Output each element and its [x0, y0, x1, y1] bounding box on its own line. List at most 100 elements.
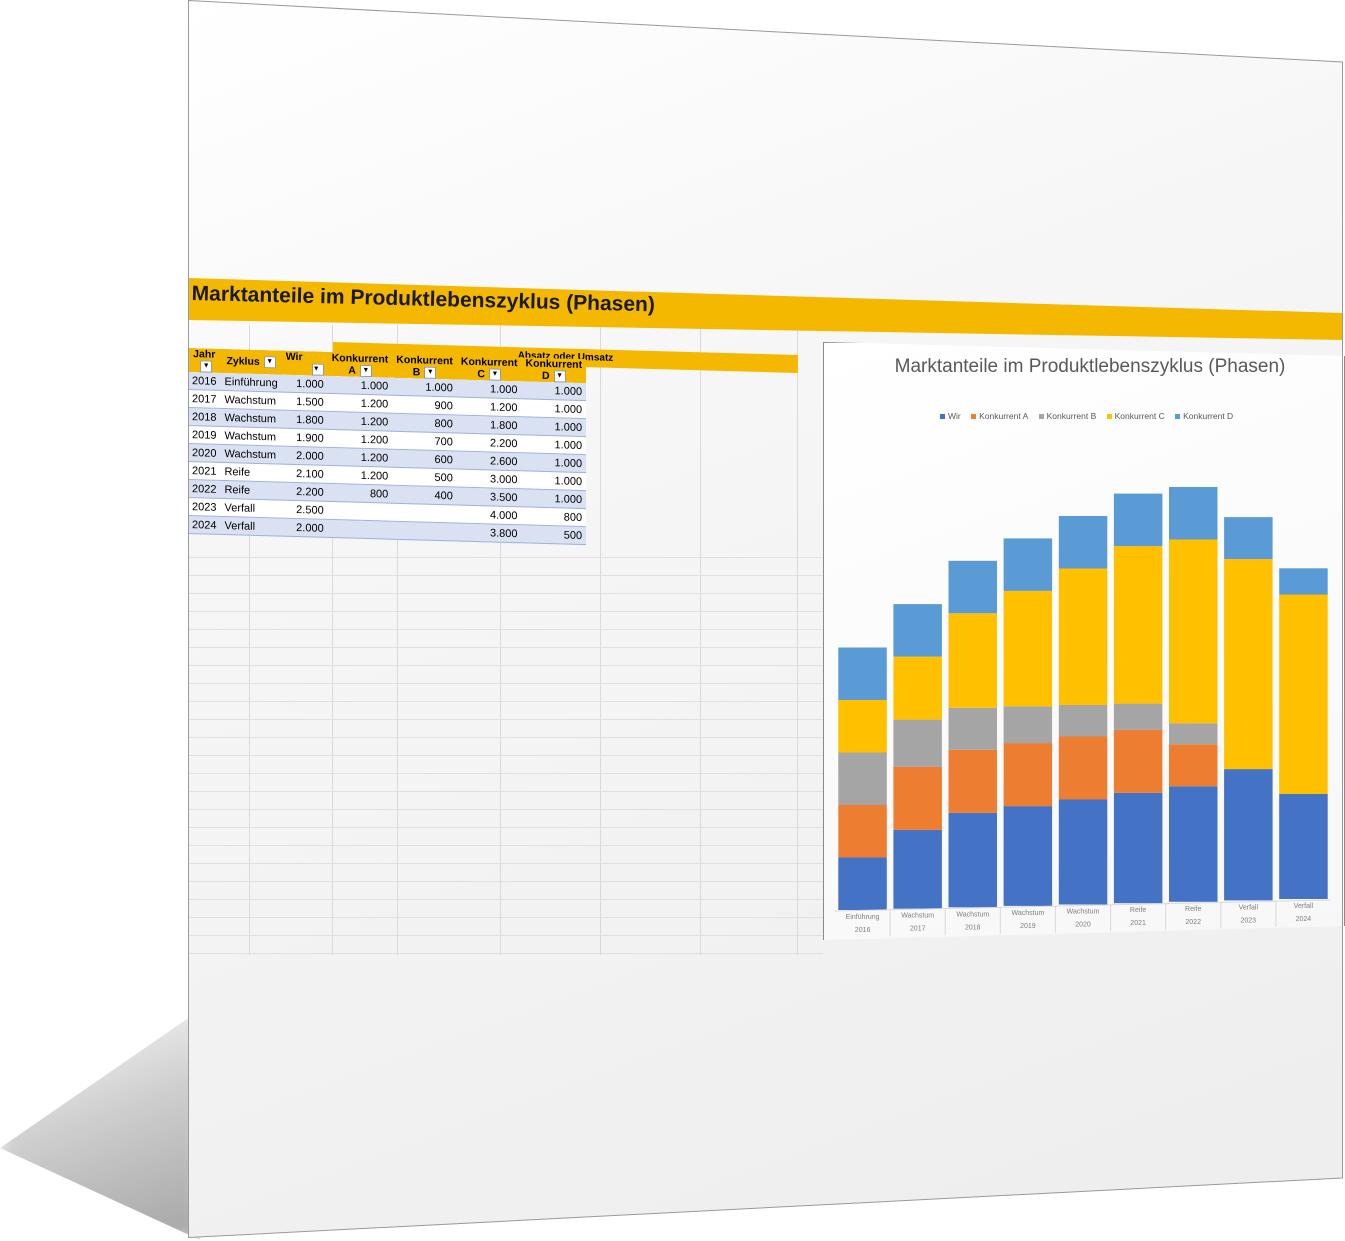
cell-konkurrent-d[interactable]: 1.000 — [521, 399, 587, 419]
bar-segment-konkurrent-c[interactable] — [948, 613, 998, 708]
bar-segment-konkurrent-d[interactable] — [1113, 493, 1163, 547]
cell-konkurrent-c[interactable]: 1.000 — [456, 379, 522, 400]
bar-segment-konkurrent-b[interactable] — [948, 707, 998, 750]
cell-konkurrent-c[interactable]: 3.000 — [456, 469, 522, 490]
bar-segment-konkurrent-d[interactable] — [948, 560, 998, 614]
bar-segment-konkurrent-c[interactable] — [1058, 568, 1108, 706]
cell-zyklus[interactable]: Wachstum — [220, 390, 282, 411]
cell-konkurrent-a[interactable]: 1.000 — [327, 376, 393, 396]
cell-zyklus[interactable]: Wachstum — [220, 426, 282, 447]
cell-jahr[interactable]: 2022 — [188, 479, 221, 499]
bar-segment-wir[interactable] — [838, 857, 887, 911]
column-header-konkurrent-b[interactable]: Konkurrent B ▼ — [392, 353, 457, 380]
bar-segment-konkurrent-c[interactable] — [838, 700, 887, 753]
bar-segment-konkurrent-b[interactable] — [893, 719, 942, 767]
cell-konkurrent-a[interactable]: 1.200 — [327, 393, 393, 414]
cell-konkurrent-d[interactable]: 1.000 — [521, 453, 587, 473]
bar-segment-konkurrent-c[interactable] — [1113, 546, 1163, 704]
bar-segment-konkurrent-a[interactable] — [1003, 743, 1053, 807]
cell-jahr[interactable]: 2019 — [188, 425, 221, 445]
cell-konkurrent-b[interactable]: 600 — [392, 449, 457, 470]
cell-konkurrent-a[interactable] — [327, 501, 393, 522]
cell-jahr[interactable]: 2020 — [188, 443, 221, 463]
bar-segment-konkurrent-c[interactable] — [1224, 559, 1273, 770]
cell-wir[interactable]: 1.000 — [281, 374, 328, 394]
bar-segment-konkurrent-c[interactable] — [1003, 590, 1053, 707]
column-header-konkurrent-c[interactable]: Konkurrent C ▼ — [456, 355, 522, 382]
cell-jahr[interactable]: 2023 — [188, 497, 221, 517]
bar-segment-wir[interactable] — [893, 829, 942, 909]
filter-dropdown-icon[interactable]: ▼ — [488, 368, 501, 381]
cell-konkurrent-d[interactable]: 1.000 — [521, 471, 587, 491]
cell-konkurrent-c[interactable]: 1.800 — [456, 415, 522, 436]
cell-konkurrent-a[interactable]: 800 — [327, 483, 393, 504]
bar-segment-konkurrent-b[interactable] — [1058, 705, 1108, 737]
cell-konkurrent-c[interactable]: 3.500 — [456, 487, 522, 508]
cell-zyklus[interactable]: Reife — [220, 462, 282, 483]
cell-wir[interactable]: 1.500 — [281, 392, 328, 412]
cell-wir[interactable]: 1.800 — [281, 410, 328, 430]
cell-konkurrent-b[interactable]: 700 — [392, 431, 457, 452]
bar-segment-konkurrent-c[interactable] — [893, 656, 942, 720]
cell-jahr[interactable]: 2024 — [188, 515, 221, 535]
bar-segment-konkurrent-d[interactable] — [1058, 516, 1108, 569]
cell-konkurrent-c[interactable]: 4.000 — [456, 505, 522, 526]
bar-segment-konkurrent-d[interactable] — [1279, 568, 1328, 595]
cell-zyklus[interactable]: Wachstum — [220, 444, 282, 465]
cell-konkurrent-b[interactable] — [392, 521, 457, 542]
bar-segment-konkurrent-d[interactable] — [1224, 517, 1273, 560]
bar-segment-konkurrent-a[interactable] — [1113, 729, 1163, 793]
cell-konkurrent-a[interactable]: 1.200 — [327, 411, 393, 432]
cell-zyklus[interactable]: Wachstum — [220, 408, 282, 429]
cell-konkurrent-d[interactable]: 1.000 — [521, 381, 587, 401]
cell-jahr[interactable]: 2017 — [188, 389, 221, 409]
bar-segment-konkurrent-d[interactable] — [1003, 538, 1053, 591]
cell-konkurrent-b[interactable]: 1.000 — [392, 377, 457, 398]
filter-dropdown-icon[interactable]: ▼ — [359, 365, 372, 378]
cell-wir[interactable]: 2.200 — [281, 482, 328, 502]
cell-wir[interactable]: 2.000 — [281, 446, 328, 466]
cell-zyklus[interactable]: Verfall — [220, 498, 282, 519]
cell-zyklus[interactable]: Verfall — [220, 516, 282, 537]
bar-segment-konkurrent-b[interactable] — [1003, 706, 1053, 744]
bar-segment-konkurrent-d[interactable] — [893, 604, 942, 657]
cell-zyklus[interactable]: Einführung — [220, 373, 282, 393]
bar-segment-wir[interactable] — [1279, 794, 1328, 899]
cell-konkurrent-b[interactable]: 400 — [392, 485, 457, 506]
bar-segment-wir[interactable] — [1169, 786, 1218, 902]
bar-segment-konkurrent-a[interactable] — [1058, 736, 1108, 800]
cell-konkurrent-b[interactable]: 500 — [392, 467, 457, 488]
cell-konkurrent-b[interactable]: 800 — [392, 413, 457, 434]
bar-segment-konkurrent-c[interactable] — [1279, 594, 1328, 795]
cell-konkurrent-a[interactable]: 1.200 — [327, 465, 393, 486]
cell-konkurrent-d[interactable]: 1.000 — [521, 435, 587, 455]
cell-konkurrent-d[interactable]: 500 — [521, 525, 587, 545]
bar-segment-konkurrent-a[interactable] — [1169, 744, 1218, 787]
bar-segment-konkurrent-b[interactable] — [1113, 703, 1163, 730]
cell-konkurrent-b[interactable]: 900 — [392, 395, 457, 416]
column-header-zyklus[interactable]: Zyklus ▼ — [220, 348, 282, 375]
cell-konkurrent-c[interactable]: 3.800 — [456, 523, 522, 544]
bar-segment-konkurrent-c[interactable] — [1169, 539, 1218, 724]
cell-jahr[interactable]: 2021 — [188, 461, 221, 481]
cell-wir[interactable]: 2.100 — [281, 464, 328, 484]
bar-segment-wir[interactable] — [1113, 792, 1163, 904]
bar-segment-konkurrent-a[interactable] — [838, 805, 887, 858]
bar-segment-konkurrent-a[interactable] — [948, 749, 998, 813]
bar-segment-wir[interactable] — [1224, 769, 1273, 901]
cell-jahr[interactable]: 2018 — [188, 407, 221, 427]
bar-segment-konkurrent-b[interactable] — [1169, 723, 1218, 745]
cell-konkurrent-a[interactable]: 1.200 — [327, 447, 393, 468]
cell-wir[interactable]: 1.900 — [281, 428, 328, 448]
cell-konkurrent-c[interactable]: 2.600 — [456, 451, 522, 472]
filter-dropdown-icon[interactable]: ▼ — [263, 356, 276, 369]
cell-wir[interactable]: 2.500 — [281, 500, 328, 520]
bar-segment-konkurrent-d[interactable] — [1169, 487, 1218, 540]
bar-segment-wir[interactable] — [1058, 799, 1108, 905]
filter-dropdown-icon[interactable]: ▼ — [424, 366, 437, 380]
filter-dropdown-icon[interactable]: ▼ — [311, 363, 324, 377]
cell-konkurrent-a[interactable] — [327, 519, 393, 540]
filter-dropdown-icon[interactable]: ▼ — [553, 370, 566, 383]
column-header-konkurrent-d[interactable]: Konkurrent D ▼ — [521, 357, 587, 384]
column-header-konkurrent-a[interactable]: Konkurrent A ▼ — [327, 351, 393, 378]
